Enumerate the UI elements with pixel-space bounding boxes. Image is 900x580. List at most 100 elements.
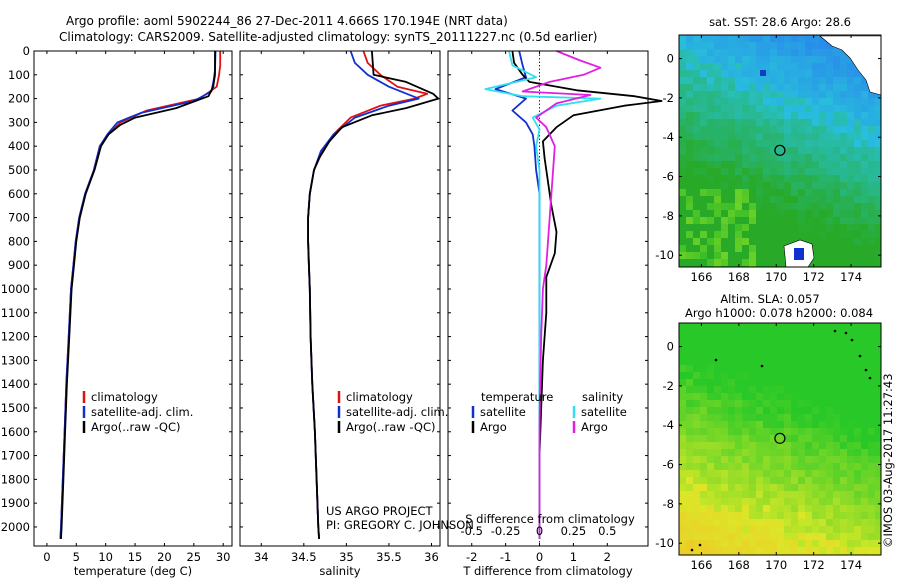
map-cell xyxy=(847,154,854,161)
map-cell xyxy=(679,49,686,56)
map-cell xyxy=(854,126,861,133)
map-cell xyxy=(735,442,742,449)
map-cell xyxy=(679,175,686,182)
map-cell xyxy=(763,547,770,554)
map-cell xyxy=(861,98,868,105)
map-cell xyxy=(679,519,686,526)
map-cell xyxy=(728,210,735,217)
map-cell xyxy=(798,393,805,400)
map-cell xyxy=(861,386,868,393)
map-cell xyxy=(833,400,840,407)
map-cell xyxy=(798,210,805,217)
map-cell xyxy=(686,435,693,442)
map-cell xyxy=(721,217,728,224)
map-cell xyxy=(721,512,728,519)
map-cell xyxy=(742,540,749,547)
map-cell xyxy=(686,140,693,147)
map-cell xyxy=(777,259,784,266)
map-cell xyxy=(784,224,791,231)
map-cell xyxy=(777,210,784,217)
map-cell xyxy=(686,456,693,463)
map-cell xyxy=(707,428,714,435)
map-cell xyxy=(847,372,854,379)
map-cell xyxy=(679,203,686,210)
map-cell xyxy=(679,477,686,484)
map-cell xyxy=(686,154,693,161)
map-cell xyxy=(784,379,791,386)
map-cell xyxy=(700,526,707,533)
map-cell xyxy=(714,351,721,358)
map-cell xyxy=(770,428,777,435)
map-cell xyxy=(756,161,763,168)
map-cell xyxy=(770,56,777,63)
map-cell xyxy=(707,533,714,540)
y-tick-label: -4 xyxy=(663,130,674,144)
sst_map-float-marker xyxy=(774,144,786,156)
map-cell xyxy=(861,484,868,491)
map-cell xyxy=(686,245,693,252)
map-cell xyxy=(735,540,742,547)
map-cell xyxy=(749,210,756,217)
map-cell xyxy=(812,533,819,540)
map-cell xyxy=(854,161,861,168)
map-cell xyxy=(812,470,819,477)
map-cell xyxy=(679,161,686,168)
map-cell xyxy=(798,35,805,42)
sst_map-title: sat. SST: 28.6 Argo: 28.6 xyxy=(709,15,851,29)
map-cell xyxy=(784,386,791,393)
map-cell xyxy=(707,98,714,105)
map-cell xyxy=(770,210,777,217)
map-cell xyxy=(868,126,875,133)
map-cell xyxy=(693,421,700,428)
map-cell xyxy=(742,112,749,119)
map-cell xyxy=(847,112,854,119)
map-cell xyxy=(700,161,707,168)
map-cell xyxy=(791,344,798,351)
map-cell xyxy=(861,533,868,540)
x-tick-label: 10 xyxy=(98,550,113,564)
legend-label: satellite xyxy=(581,405,627,419)
map-cell xyxy=(721,56,728,63)
map-cell xyxy=(693,477,700,484)
map-cell xyxy=(854,231,861,238)
map-cell xyxy=(714,126,721,133)
map-cell xyxy=(798,344,805,351)
map-cell xyxy=(700,365,707,372)
map-cell xyxy=(777,168,784,175)
map-cell xyxy=(693,91,700,98)
map-cell xyxy=(728,540,735,547)
difference-legend: temperature salinitysatelliteArgosatellit… xyxy=(471,390,627,434)
map-cell xyxy=(819,35,826,42)
map-cell xyxy=(679,435,686,442)
map-cell xyxy=(707,470,714,477)
map-cell xyxy=(721,498,728,505)
map-cell xyxy=(693,224,700,231)
y-tick-label: -10 xyxy=(655,248,674,262)
map-cell xyxy=(735,147,742,154)
map-cell xyxy=(791,505,798,512)
map-cell xyxy=(854,91,861,98)
map-cell xyxy=(868,386,875,393)
map-cell xyxy=(749,182,756,189)
map-cell xyxy=(847,203,854,210)
map-cell xyxy=(714,337,721,344)
map-cell xyxy=(686,182,693,189)
map-cell xyxy=(854,400,861,407)
map-cell xyxy=(784,428,791,435)
map-cell xyxy=(707,231,714,238)
legend-title: salinity xyxy=(582,390,623,404)
map-cell xyxy=(679,442,686,449)
map-cell xyxy=(742,470,749,477)
map-cell xyxy=(854,407,861,414)
map-cell xyxy=(861,245,868,252)
map-cell xyxy=(868,540,875,547)
map-cell xyxy=(679,470,686,477)
map-cell xyxy=(735,330,742,337)
map-cell xyxy=(735,133,742,140)
map-cell xyxy=(826,358,833,365)
map-cell xyxy=(805,547,812,554)
map-cell xyxy=(875,196,881,203)
map-cell xyxy=(812,133,819,140)
